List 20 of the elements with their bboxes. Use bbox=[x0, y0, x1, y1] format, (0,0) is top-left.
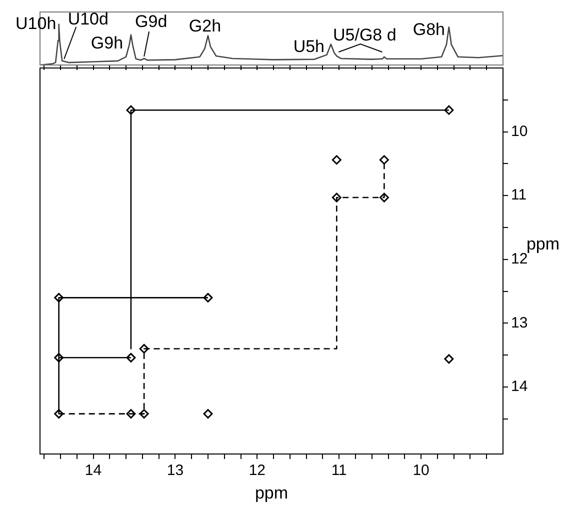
x-tick-label: 11 bbox=[331, 462, 347, 480]
annotation: G9h bbox=[90, 34, 124, 53]
annotation: U5h bbox=[293, 36, 325, 56]
y-axis-title: ppm bbox=[526, 234, 560, 254]
y-tick-label: 14 bbox=[511, 378, 528, 396]
y-tick-label: 11 bbox=[511, 186, 527, 204]
y-tick-label: 13 bbox=[511, 314, 528, 332]
y-tick-label: 12 bbox=[511, 250, 528, 268]
x-tick-label: 13 bbox=[166, 462, 184, 480]
annotation: G9d bbox=[135, 12, 168, 32]
annotation: G8h bbox=[412, 20, 445, 39]
annotation: U5/G8 d bbox=[332, 26, 396, 45]
annotation: U10h bbox=[16, 14, 56, 33]
annotation: G2h bbox=[188, 16, 222, 36]
annotation: U10d bbox=[68, 10, 108, 29]
x-tick-label: 12 bbox=[248, 462, 266, 480]
y-tick-label: 10 bbox=[511, 122, 528, 140]
x-axis-title: ppm bbox=[254, 483, 288, 502]
x-tick-label: 10 bbox=[412, 462, 430, 480]
x-tick-label: 14 bbox=[84, 462, 102, 480]
